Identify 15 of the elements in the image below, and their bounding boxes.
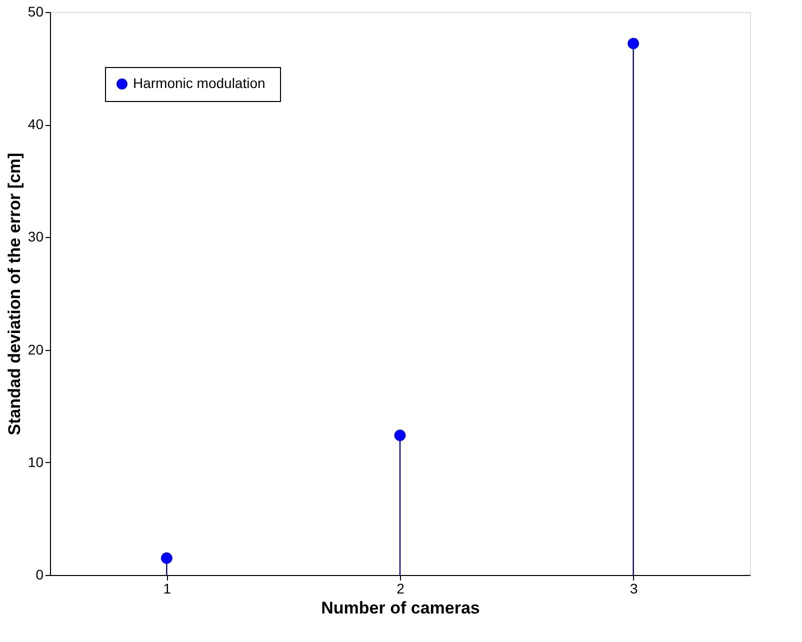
y-tick-label: 50 xyxy=(28,4,44,20)
point xyxy=(160,552,172,564)
x-tick-label: 1 xyxy=(163,580,172,596)
y-axis-title: Standad deviation of the error [cm] xyxy=(4,152,24,436)
point xyxy=(394,430,406,442)
x-axis-title: Number of cameras xyxy=(321,598,480,618)
point xyxy=(628,38,640,50)
x-tick-label: 3 xyxy=(630,580,638,596)
y-tick-label: 10 xyxy=(28,454,44,470)
y-tick-label: 20 xyxy=(28,341,44,358)
y-tick-label: 40 xyxy=(28,116,44,132)
y-tick-label: 0 xyxy=(36,566,44,582)
legend-label: Harmonic modulation xyxy=(133,75,266,91)
x-tick-label: 2 xyxy=(396,580,405,596)
y-tick-label: 30 xyxy=(28,228,44,245)
